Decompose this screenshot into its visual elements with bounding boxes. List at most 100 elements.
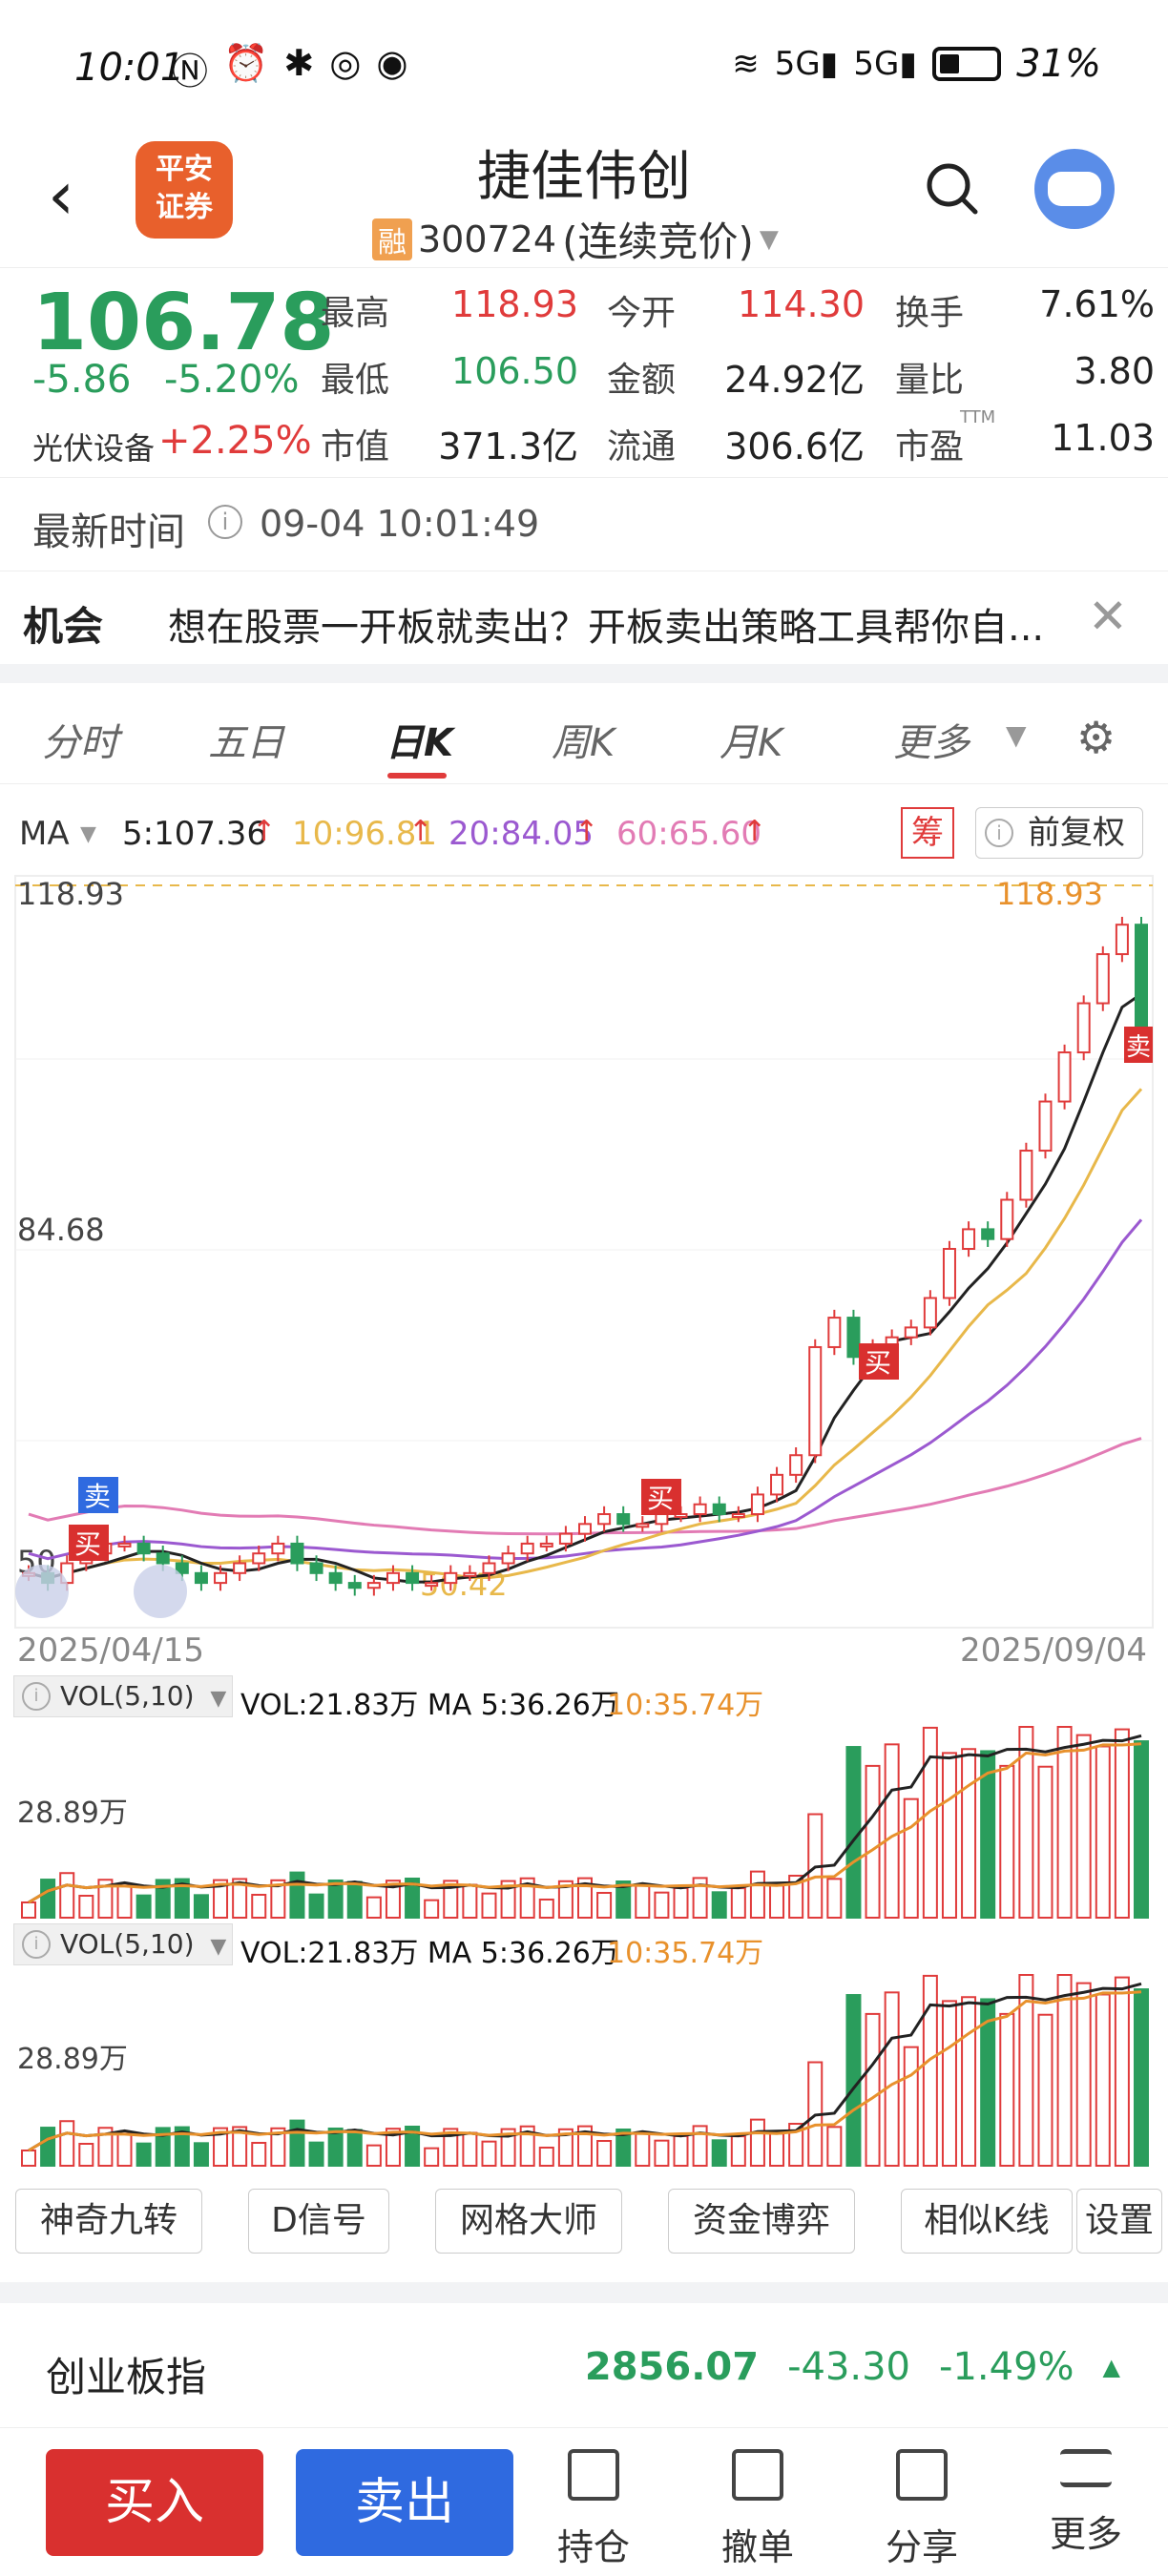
candle-body xyxy=(1038,1100,1053,1153)
search-icon[interactable] xyxy=(924,160,981,218)
adjust-mode-button[interactable]: 前复权 xyxy=(975,807,1143,859)
volume-bar xyxy=(884,1743,900,1920)
buy-button[interactable]: 买入 xyxy=(46,2449,263,2556)
candle-body xyxy=(827,1317,842,1348)
tool-magic-nine[interactable]: 神奇九转 xyxy=(15,2189,202,2254)
volume-bar xyxy=(826,1878,843,1919)
assistant-robot-icon[interactable] xyxy=(1034,149,1115,229)
volume-bar xyxy=(327,1879,344,1920)
candle-body xyxy=(1095,953,1110,1005)
volume-bar xyxy=(654,2139,670,2167)
cancel-order-button[interactable]: 撤单 xyxy=(700,2449,815,2570)
volume-bar xyxy=(941,1752,957,1919)
tab-weekly-k[interactable]: 周K xyxy=(552,721,615,765)
tab-daily-k[interactable]: 日K xyxy=(386,721,453,765)
volume-panel-1 xyxy=(21,1726,1149,1920)
volume-indicator-button[interactable]: i VOL(5,10) ▼ xyxy=(13,1923,233,1965)
tab-monthly-k[interactable]: 月K xyxy=(720,721,783,765)
ma60-value: 60:65.60 xyxy=(616,815,762,853)
signal-buy-tag[interactable]: 买 xyxy=(641,1479,681,1515)
kline-chart[interactable]: 118.93 84.68 50 118.93 50.42 卖 买 买 买 卖 2… xyxy=(0,859,1168,2185)
ma20-value: 20:84.05 xyxy=(448,815,594,853)
volume-bar xyxy=(519,1877,535,1919)
quote-label-float: 流通 xyxy=(607,427,677,467)
promo-text[interactable]: 想在股票一开板就卖出？开板卖出策略工具帮你自... xyxy=(168,606,1045,650)
tool-d-signal[interactable]: D信号 xyxy=(248,2189,389,2254)
back-icon[interactable]: ‹ xyxy=(48,156,74,235)
tab-intraday[interactable]: 分时 xyxy=(42,721,118,765)
chip-distribution-button[interactable]: 筹 xyxy=(901,807,954,859)
signal-sell-tag[interactable]: 卖 xyxy=(1124,1027,1153,1063)
volume-bar xyxy=(1134,1740,1149,1920)
index-ticker[interactable]: 创业板指 2856.07 -43.30 -1.49% ▲ xyxy=(0,2303,1168,2427)
candle-body xyxy=(482,1562,496,1574)
tab-more[interactable]: 更多 xyxy=(893,721,970,765)
quote-label-low: 最低 xyxy=(321,361,390,400)
signal-buy-tag[interactable]: 买 xyxy=(69,1525,109,1561)
volume-indicator-button[interactable]: i VOL(5,10) ▼ xyxy=(13,1675,233,1717)
sell-button[interactable]: 卖出 xyxy=(296,2449,513,2556)
chevron-down-icon: ▼ xyxy=(1006,719,1027,751)
signal-sell-tag[interactable]: 卖 xyxy=(78,1477,118,1513)
stock-code-row[interactable]: 融 300724 (连续竞价) ▼ xyxy=(372,210,779,268)
volume-ma10-line xyxy=(28,1742,1142,1904)
tool-similar-k[interactable]: 相似K线 xyxy=(901,2189,1073,2254)
expand-left-icon[interactable] xyxy=(15,1565,69,1618)
volume-bar xyxy=(116,2132,133,2168)
candle-body xyxy=(558,1532,573,1545)
volume-bar xyxy=(980,1998,996,2167)
volume-bar xyxy=(500,1880,516,1919)
info-icon[interactable]: i xyxy=(208,505,242,539)
volume-bar xyxy=(1056,1974,1073,2167)
tool-settings[interactable]: 设置 xyxy=(1076,2189,1162,2254)
arrow-up-icon: ↑ xyxy=(574,815,599,848)
share-button[interactable]: 分享 xyxy=(865,2449,979,2570)
volume-bar xyxy=(711,2139,727,2168)
volume-bar xyxy=(577,1877,593,1919)
close-icon[interactable]: ✕ xyxy=(1088,589,1128,644)
arrow-up-icon: ↑ xyxy=(252,815,277,848)
fullscreen-icon[interactable] xyxy=(134,1565,187,1618)
volume-bar xyxy=(538,1898,554,1919)
chevron-down-icon: ▼ xyxy=(210,1935,227,1959)
svg-text:卖: 卖 xyxy=(84,1481,111,1512)
high-price-marker: 118.93 xyxy=(996,876,1103,912)
promo-banner[interactable]: 机会 想在股票一开板就卖出？开板卖出策略工具帮你自... ✕ xyxy=(0,571,1168,664)
current-price: 106.78 xyxy=(32,278,335,368)
active-tab-indicator xyxy=(387,773,447,779)
tool-grid-master[interactable]: 网格大师 xyxy=(435,2189,622,2254)
volume-bar xyxy=(40,1879,56,1919)
volume-axis-label-1: 28.89万 xyxy=(17,1797,128,1830)
sector-name[interactable]: 光伏设备 xyxy=(32,430,156,467)
chevron-down-icon[interactable]: ▼ xyxy=(80,822,96,846)
tool-fund-game[interactable]: 资金博弈 xyxy=(668,2189,855,2254)
gear-icon[interactable]: ⚙ xyxy=(1076,712,1116,763)
chevron-up-icon[interactable]: ▲ xyxy=(1102,2354,1120,2380)
candle-body xyxy=(981,1228,995,1240)
more-button[interactable]: 更多 xyxy=(1029,2449,1143,2557)
volume-bar xyxy=(500,2128,516,2167)
candle-body xyxy=(233,1562,247,1574)
index-name: 创业板指 xyxy=(46,2354,207,2400)
volume-bar xyxy=(424,1899,440,1919)
volume-panel-2 xyxy=(21,1974,1149,2168)
volume-bar xyxy=(251,1893,267,1919)
undo-icon xyxy=(732,2449,783,2501)
volume-bar xyxy=(673,2134,689,2168)
volume-bar xyxy=(174,2126,190,2168)
volume-bar xyxy=(462,1883,478,1919)
volume-bar xyxy=(270,1879,286,1919)
quote-value-amount: 24.92亿 xyxy=(724,359,865,401)
volume-bar xyxy=(884,1991,900,2167)
broker-logo-text: 平安证券 xyxy=(156,153,213,224)
volume-bar xyxy=(21,1901,36,1919)
signal-buy-tag[interactable]: 买 xyxy=(859,1343,899,1380)
holdings-button[interactable]: 持仓 xyxy=(536,2449,651,2570)
candle-body xyxy=(1135,924,1148,1036)
ma-label[interactable]: MA xyxy=(19,815,70,853)
quote-value-turnover: 7.61% xyxy=(1039,283,1155,325)
candle-body xyxy=(770,1473,784,1496)
tab-five-day[interactable]: 五日 xyxy=(208,721,284,765)
update-label: 最新时间 xyxy=(32,510,185,554)
candle-body xyxy=(597,1513,612,1526)
